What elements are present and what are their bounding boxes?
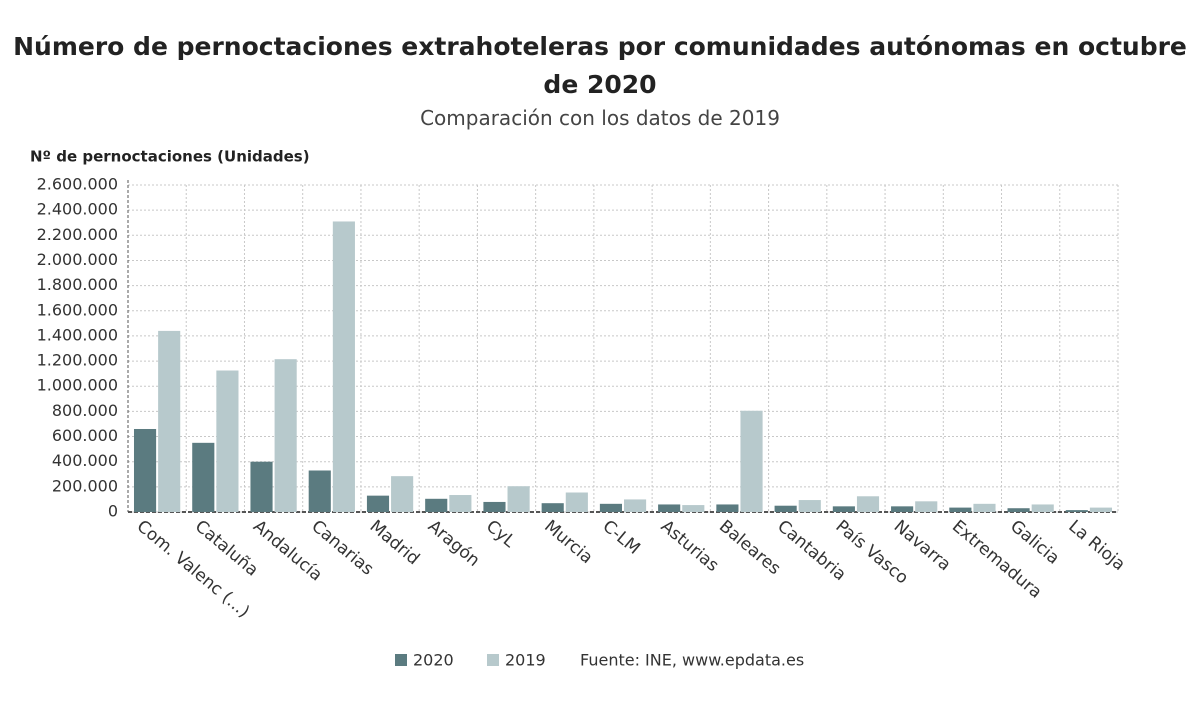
y-tick-label: 400.000 — [52, 451, 118, 470]
bar — [1089, 507, 1113, 512]
bar — [832, 506, 855, 512]
y-tick-label: 2.600.000 — [37, 175, 118, 194]
y-tick-label: 0 — [108, 502, 118, 521]
bar — [449, 495, 472, 512]
legend-label: 2019 — [505, 651, 546, 670]
bar — [216, 370, 239, 512]
bar — [973, 503, 996, 512]
y-tick-label: 800.000 — [52, 401, 118, 420]
y-tick-label: 1.200.000 — [37, 351, 118, 370]
bar — [250, 461, 273, 512]
bar — [133, 428, 157, 512]
bar — [332, 221, 355, 512]
bar — [599, 503, 622, 512]
bar — [1031, 504, 1054, 512]
bar — [949, 507, 972, 512]
bar — [798, 500, 821, 512]
y-tick-label: 1.400.000 — [37, 325, 118, 344]
bar — [740, 410, 763, 512]
legend-swatch — [395, 654, 407, 666]
bar — [507, 486, 530, 512]
bar — [565, 492, 588, 512]
legend-label: 2020 — [413, 651, 454, 670]
bar — [856, 496, 880, 512]
bar — [1065, 510, 1088, 512]
x-tick-label: C-LM — [599, 516, 644, 558]
y-tick-label: 600.000 — [52, 426, 118, 445]
x-tick-label: Asturias — [657, 516, 723, 576]
y-axis-label: Nº de pernoctaciones (Unidades) — [30, 148, 310, 166]
bar — [915, 501, 938, 512]
legend-swatch — [487, 654, 499, 666]
y-tick-label: 1.000.000 — [37, 376, 118, 395]
bar — [483, 501, 506, 512]
y-tick-label: 200.000 — [52, 476, 118, 495]
bar — [391, 476, 414, 512]
bar — [158, 330, 181, 512]
bar — [192, 442, 215, 512]
bar — [274, 359, 297, 512]
bar — [774, 505, 797, 512]
bar — [366, 495, 390, 512]
y-tick-label: 2.400.000 — [37, 200, 118, 219]
bar — [624, 499, 647, 512]
y-tick-label: 1.800.000 — [37, 275, 118, 294]
bar — [541, 503, 564, 512]
y-tick-label: 1.600.000 — [37, 300, 118, 319]
bar — [682, 505, 705, 512]
y-tick-label: 2.200.000 — [37, 225, 118, 244]
source: Fuente: INE, www.epdata.es — [580, 651, 804, 670]
chart-subtitle: Comparación con los datos de 2019 — [420, 106, 780, 130]
bar — [425, 498, 448, 512]
x-tick-label: Aragón — [424, 516, 484, 571]
x-tick-label: Baleares — [715, 516, 784, 579]
y-tick-label: 2.000.000 — [37, 250, 118, 269]
bar — [891, 506, 914, 512]
bar — [1007, 508, 1030, 512]
bar — [658, 504, 681, 512]
chart-title: Número de pernoctaciones extrahoteleras … — [13, 32, 1187, 99]
x-tick-label: La Rioja — [1064, 516, 1128, 575]
bar — [716, 504, 739, 512]
x-tick-label: Murcia — [540, 516, 596, 568]
x-tick-label: CyL — [482, 516, 519, 552]
bar — [308, 470, 331, 512]
